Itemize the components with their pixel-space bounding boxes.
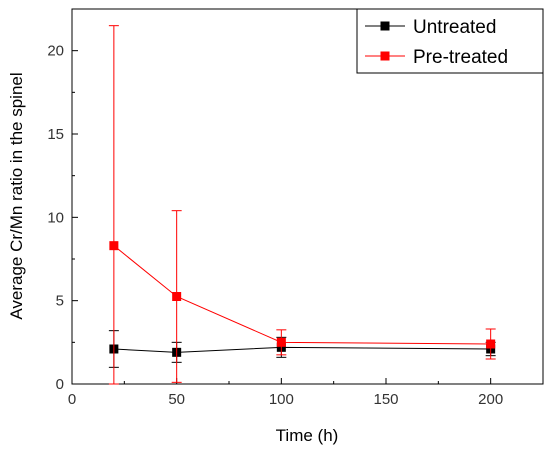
- axes: 0 50 100 150 200 0 5 10 15 20: [47, 43, 503, 408]
- series-pre-treated: [108, 25, 496, 385]
- legend-marker: [380, 21, 390, 31]
- data-point: [172, 292, 182, 301]
- y-tick-label: 5: [56, 293, 64, 310]
- legend-box: [356, 8, 544, 74]
- data-point: [109, 241, 119, 251]
- y-tick-label: 0: [56, 376, 64, 393]
- data-point: [276, 337, 286, 347]
- y-tick-label: 20: [47, 43, 64, 60]
- x-tick-label: 50: [168, 391, 185, 408]
- x-tick-label: 200: [478, 391, 503, 408]
- x-tick-label: 0: [68, 391, 76, 408]
- series-line: [113, 245, 491, 345]
- x-tick-label: 150: [373, 391, 398, 408]
- x-axis-title: Time (h): [276, 426, 339, 445]
- legend-label: Untreated: [413, 17, 496, 38]
- y-tick-label: 10: [47, 209, 64, 226]
- data-point: [486, 339, 496, 349]
- legend-label: Pre-treated: [413, 47, 508, 68]
- legend-marker: [380, 51, 390, 61]
- legend: Untreated Pre-treated: [356, 8, 544, 74]
- x-tick-label: 100: [269, 391, 294, 408]
- y-axis-title: Average Cr/Mn ratio in the spinel: [7, 72, 26, 319]
- series-layer: [108, 25, 496, 385]
- series-line: [113, 346, 491, 353]
- y-tick-label: 15: [47, 126, 64, 143]
